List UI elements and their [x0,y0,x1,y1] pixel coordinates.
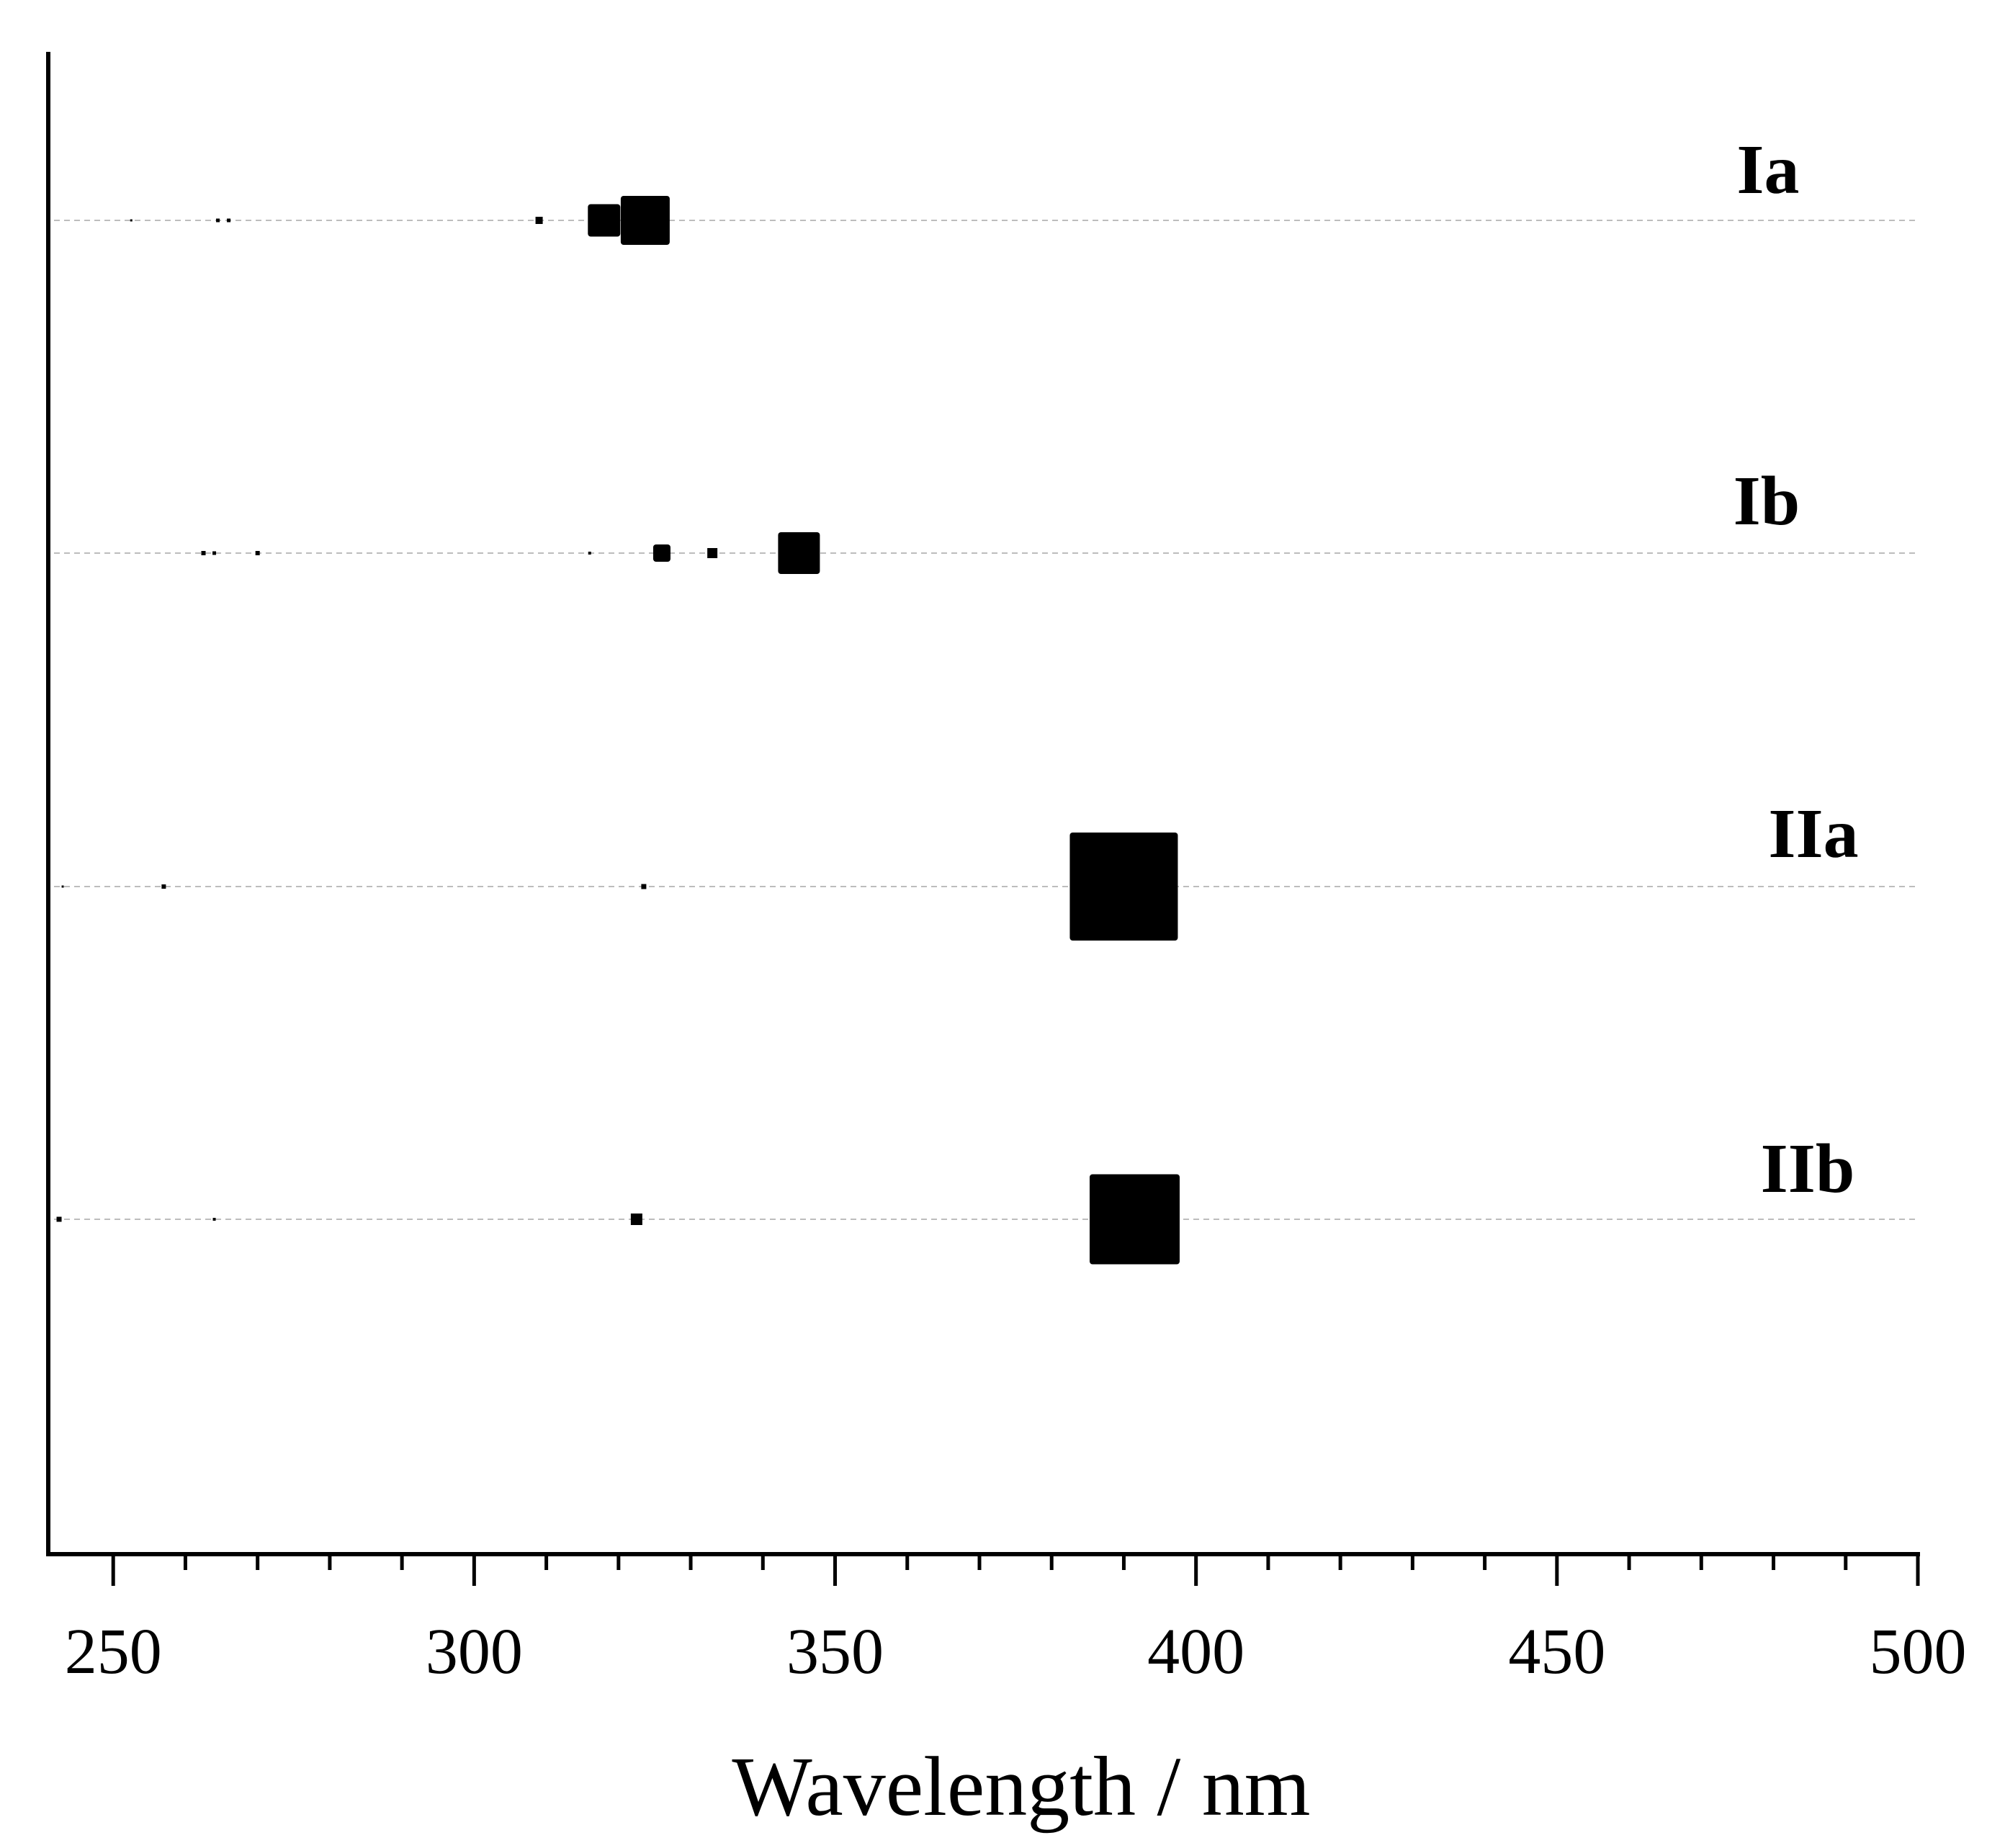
marker-Ib-2 [255,551,260,555]
x-tick-label-350: 350 [786,1616,884,1687]
x-axis-title: Wavelength / nm [732,1739,1310,1834]
marker-Ia-3 [535,217,543,224]
data-markers [56,196,1180,1265]
series-label-Ia: Ia [1736,131,1799,209]
series-baselines [54,220,1918,1220]
x-ticks [111,1554,1920,1586]
marker-IIb-1 [212,1218,216,1221]
marker-Ib-3 [588,552,591,555]
marker-Ib-6 [778,532,820,574]
marker-Ib-1 [212,551,217,555]
series-labels: Ia Ib IIa IIb [1733,131,1859,1208]
marker-IIa-0 [61,885,64,888]
x-tick-label-450: 450 [1508,1616,1605,1687]
marker-Ia-5 [620,196,670,245]
marker-IIb-3 [1089,1174,1180,1265]
marker-Ib-5 [707,548,718,558]
marker-Ib-4 [652,544,670,562]
x-tick-label-500: 500 [1870,1616,1967,1687]
marker-Ia-4 [588,204,621,237]
marker-IIb-2 [630,1214,642,1225]
series-label-Ib: Ib [1733,462,1800,540]
series-label-IIb: IIb [1761,1130,1855,1208]
marker-IIa-3 [1069,833,1178,941]
series-label-IIa: IIa [1768,795,1858,873]
marker-IIa-2 [641,884,647,889]
marker-IIb-0 [56,1216,62,1222]
x-tick-label-400: 400 [1147,1616,1244,1687]
x-tick-label-300: 300 [426,1616,523,1687]
x-tick-label-250: 250 [65,1616,162,1687]
axes [46,52,1920,1556]
marker-Ib-0 [201,551,206,555]
marker-Ia-2 [227,218,231,223]
marker-IIa-1 [161,884,166,889]
marker-Ia-0 [130,219,133,222]
marker-Ia-1 [216,218,220,223]
x-tick-labels: 250 300 350 400 450 500 [65,1616,1967,1687]
